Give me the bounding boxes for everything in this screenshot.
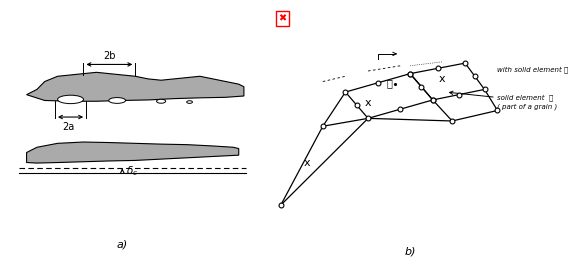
- Text: solid element  Ⓢ: solid element Ⓢ: [497, 94, 554, 101]
- Text: b): b): [405, 246, 416, 256]
- Text: ✖: ✖: [278, 13, 286, 23]
- Text: 2a: 2a: [62, 122, 74, 132]
- Ellipse shape: [187, 101, 192, 103]
- Text: ( part of a grain ): ( part of a grain ): [497, 103, 557, 110]
- Text: $\delta_c$: $\delta_c$: [126, 164, 138, 178]
- Text: x: x: [365, 98, 372, 108]
- Text: x: x: [303, 158, 310, 168]
- Text: x: x: [439, 74, 446, 84]
- Polygon shape: [26, 72, 244, 101]
- Ellipse shape: [109, 98, 126, 103]
- Polygon shape: [26, 142, 239, 163]
- Ellipse shape: [156, 99, 166, 103]
- Text: 2b: 2b: [103, 51, 116, 61]
- Ellipse shape: [58, 95, 83, 104]
- Text: a): a): [116, 240, 128, 250]
- Text: with solid element Ⓤ: with solid element Ⓤ: [497, 66, 569, 73]
- Text: ⓘ: ⓘ: [386, 79, 392, 89]
